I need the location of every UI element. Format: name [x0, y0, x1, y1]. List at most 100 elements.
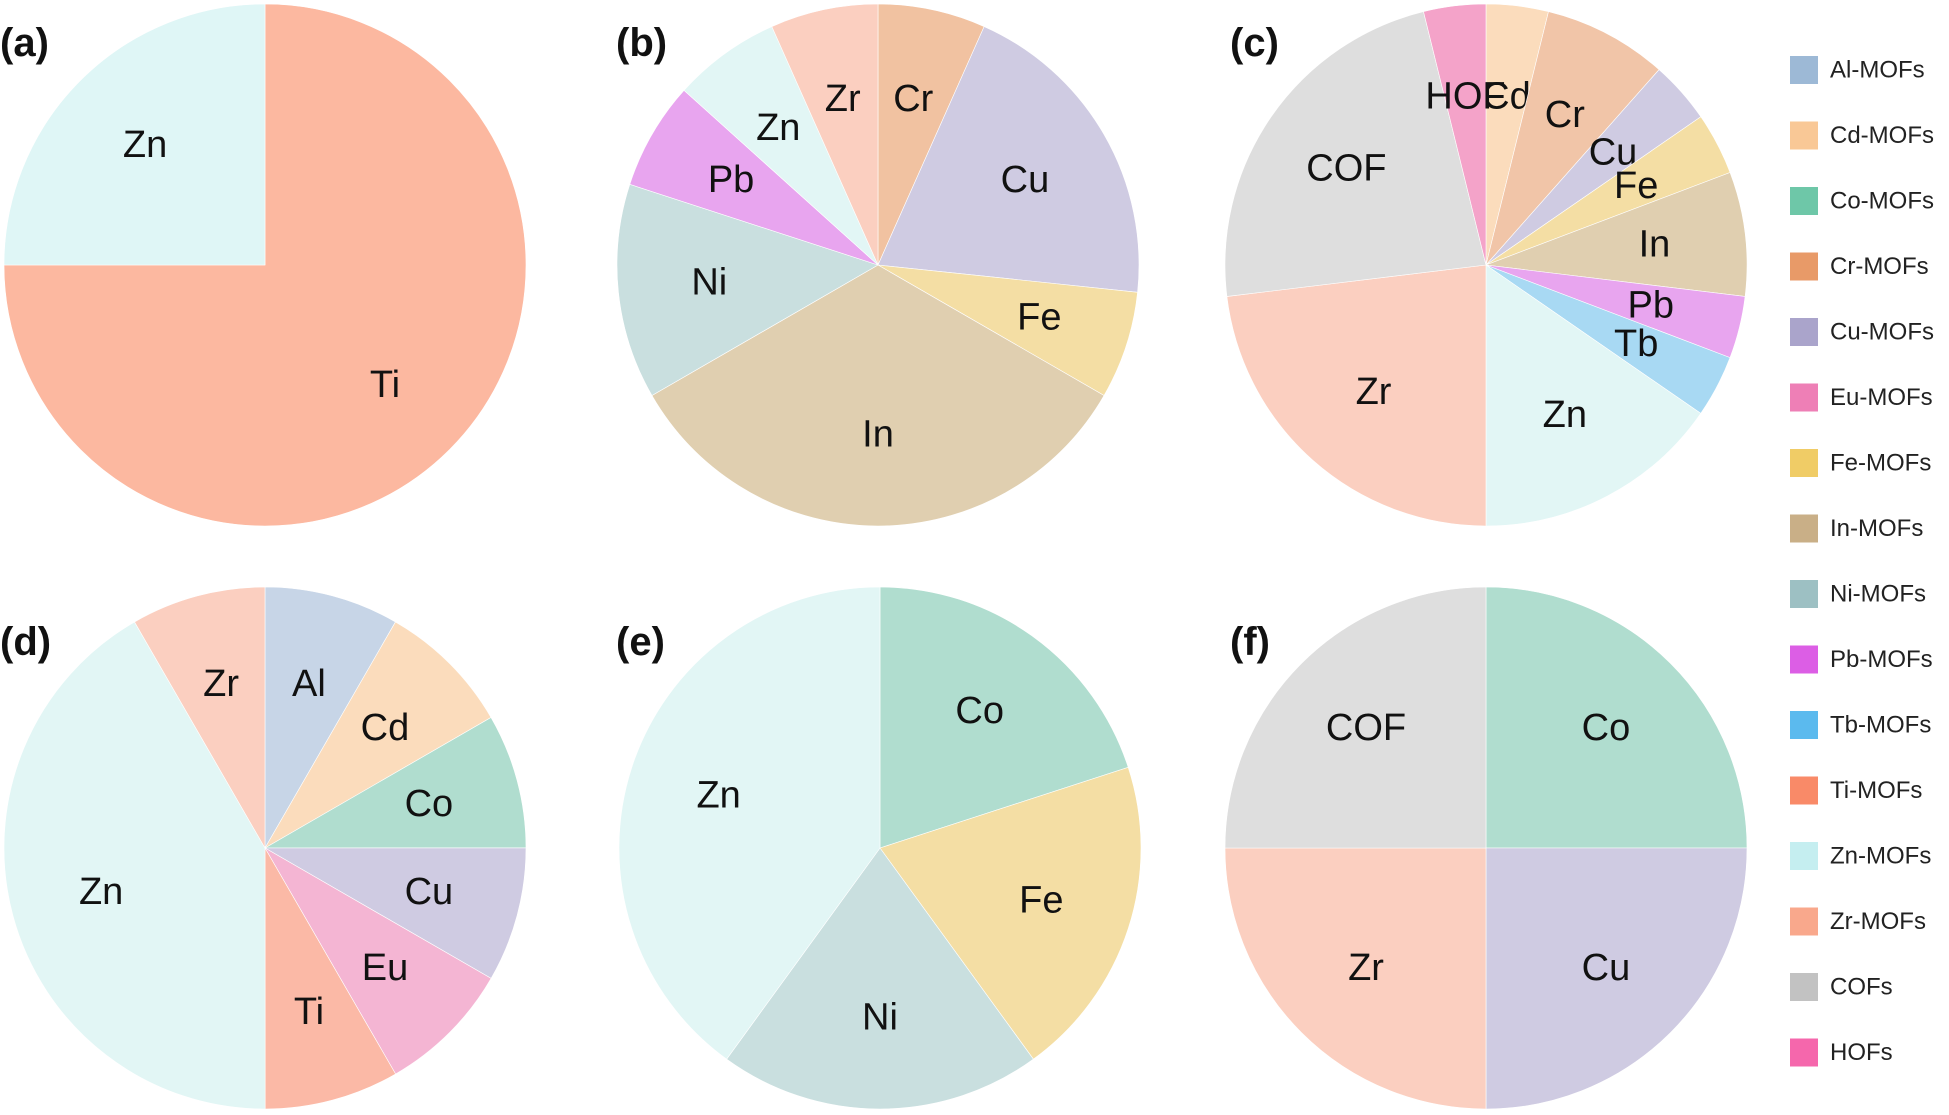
- pie-slice-cof: [1224, 586, 1487, 849]
- slice-label-cu: Cu: [1001, 159, 1050, 201]
- pie-slice-zn: [3, 621, 266, 1110]
- slice-label-cu: Cu: [1582, 947, 1631, 989]
- legend-swatch-ti-mofs: [1790, 776, 1818, 805]
- slice-label-fe: Fe: [1019, 879, 1063, 921]
- panel-label-f: (f): [1230, 620, 1270, 664]
- slice-label-zn: Zn: [123, 124, 167, 166]
- slice-label-ni: Ni: [862, 997, 898, 1039]
- legend-swatch-tb-mofs: [1790, 711, 1818, 739]
- slice-label-co: Co: [405, 783, 454, 825]
- slice-label-zn: Zn: [756, 107, 800, 149]
- legend-label-cd-mofs: Cd-MOFs: [1830, 122, 1934, 149]
- pie-slice-zr: [1224, 847, 1487, 1110]
- legend-swatch-ni-mofs: [1790, 580, 1818, 608]
- pie-slice-pb: [629, 89, 879, 266]
- pie-slice-hof: [1423, 3, 1487, 266]
- pie-slice-zr: [134, 586, 266, 850]
- slice-label-tb: Tb: [1614, 323, 1658, 365]
- pie-f: Co Cu Zr COF: [1224, 586, 1748, 1110]
- legend-swatch-cofs: [1790, 973, 1818, 1001]
- legend-label-in-mofs: In-MOFs: [1830, 515, 1923, 542]
- slice-label-in: In: [862, 414, 894, 456]
- panel-label-d: (d): [0, 620, 51, 664]
- legend: Al-MOFs Cd-MOFs Co-MOFs Cr-MOFs Cu-MOFs Eu-MO…: [1790, 56, 1934, 1067]
- legend-swatch-pb-mofs: [1790, 645, 1818, 674]
- legend-swatch-hofs: [1790, 1038, 1818, 1067]
- slice-label-zn: Zn: [696, 775, 740, 817]
- slice-label-fe: Fe: [1614, 165, 1658, 207]
- slice-label-cd: Cd: [361, 707, 410, 749]
- pie-slice-fe: [879, 766, 1142, 1060]
- slice-label-zr: Zr: [825, 78, 861, 120]
- pie-slice-eu: [264, 847, 492, 1075]
- slice-label-co: Co: [1582, 707, 1631, 749]
- pie-slice-in: [651, 264, 1105, 527]
- slice-label-cof: COF: [1326, 707, 1406, 749]
- pie-slice-cu: [877, 26, 1140, 293]
- panel-label-c: (c): [1230, 21, 1279, 65]
- legend-swatch-cu-mofs: [1790, 318, 1818, 346]
- legend-label-eu-mofs: Eu-MOFs: [1830, 384, 1933, 411]
- pie-slice-in: [1485, 172, 1748, 297]
- legend-label-fe-mofs: Fe-MOFs: [1830, 450, 1931, 477]
- legend-label-hofs: HOFs: [1830, 1039, 1893, 1066]
- legend-label-cofs: COFs: [1830, 974, 1893, 1001]
- slice-label-cd: Cd: [1482, 76, 1531, 118]
- legend-swatch-eu-mofs: [1790, 383, 1818, 412]
- pie-slice-cr: [877, 3, 985, 266]
- panel-label-a: (a): [0, 21, 49, 65]
- pie-slice-zn: [1485, 264, 1702, 527]
- pie-d: Al Cd Co Cu Eu Ti Zn Zr: [3, 586, 527, 1110]
- slice-label-zr: Zr: [1356, 371, 1392, 413]
- slice-label-zr: Zr: [203, 663, 239, 705]
- pie-a: Ti Zn: [3, 3, 527, 527]
- pie-slice-co: [263, 717, 527, 849]
- slice-label-al: Al: [292, 663, 326, 705]
- legend-label-pb-mofs: Pb-MOFs: [1830, 646, 1933, 673]
- legend-label-al-mofs: Al-MOFs: [1830, 57, 1925, 84]
- legend-label-cr-mofs: Cr-MOFs: [1830, 253, 1929, 280]
- legend-swatch-cd-mofs: [1790, 121, 1818, 150]
- legend-label-tb-mofs: Tb-MOFs: [1830, 712, 1931, 739]
- slice-label-zn: Zn: [79, 871, 123, 913]
- legend-label-ti-mofs: Ti-MOFs: [1830, 777, 1922, 804]
- pie-slice-co: [1485, 586, 1748, 849]
- pie-slice-cof: [1224, 11, 1487, 297]
- pie-e: Co Fe Ni Zn: [618, 586, 1142, 1110]
- pie-slice-cu: [1485, 847, 1748, 1110]
- slice-label-in: In: [1639, 224, 1671, 266]
- pie-slice-co: [879, 586, 1129, 849]
- pie-slice-ni: [726, 847, 1034, 1110]
- pie-slice-fe: [877, 264, 1138, 396]
- pie-slice-zr: [1226, 264, 1487, 527]
- slice-label-cu: Cu: [405, 871, 454, 913]
- pie-slice-ni: [616, 183, 879, 396]
- pie-slice-al: [264, 586, 396, 850]
- slice-label-zn: Zn: [1543, 394, 1587, 436]
- pie-slice-cr: [1485, 11, 1660, 266]
- pie-slice-zn: [3, 3, 266, 266]
- legend-swatch-zr-mofs: [1790, 907, 1818, 936]
- pie-slice-zr: [771, 3, 879, 266]
- pie-slice-zn: [683, 26, 879, 266]
- legend-swatch-fe-mofs: [1790, 449, 1818, 477]
- legend-swatch-in-mofs: [1790, 514, 1818, 543]
- slice-label-hof: HOF: [1425, 76, 1505, 118]
- slice-label-ni: Ni: [691, 262, 727, 304]
- slice-label-zr: Zr: [1348, 947, 1384, 989]
- legend-label-ni-mofs: Ni-MOFs: [1830, 581, 1926, 608]
- slice-label-fe: Fe: [1017, 296, 1061, 338]
- legend-swatch-cr-mofs: [1790, 252, 1818, 281]
- pie-slice-ti: [3, 3, 527, 527]
- slice-label-cr: Cr: [893, 78, 933, 120]
- panel-labels: (a) (b) (c) (d) (e) (f): [0, 21, 1279, 664]
- slice-label-pb: Pb: [708, 159, 754, 201]
- panel-label-e: (e): [616, 620, 665, 664]
- legend-swatch-zn-mofs: [1790, 842, 1818, 870]
- legend-label-co-mofs: Co-MOFs: [1830, 188, 1934, 215]
- slice-label-ti: Ti: [370, 364, 400, 406]
- legend-label-zr-mofs: Zr-MOFs: [1830, 908, 1926, 935]
